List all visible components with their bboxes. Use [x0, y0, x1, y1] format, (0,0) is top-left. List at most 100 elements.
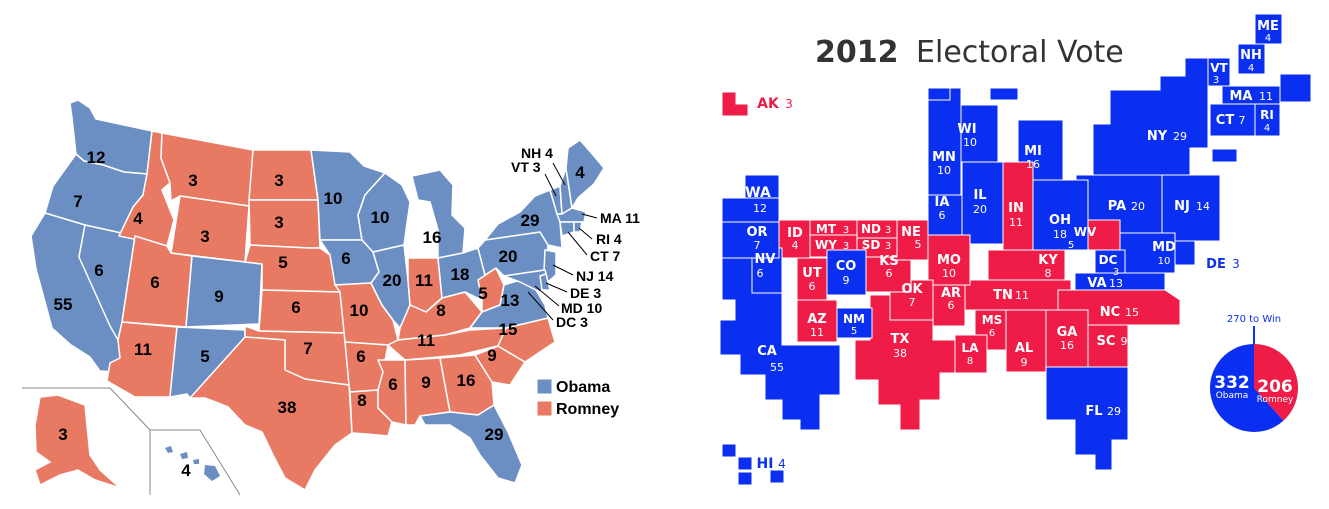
- cart-label-co: CO: [836, 259, 857, 274]
- legend-swatch-romney: [536, 400, 553, 417]
- cart-label-wa: WA: [745, 185, 771, 201]
- alaska-inset-border: [22, 387, 151, 495]
- cart-label-fl: FL: [1085, 404, 1102, 419]
- block-in: [1002, 161, 1034, 265]
- cart-label-ks: KS: [879, 254, 898, 269]
- label-mt: 3: [188, 171, 197, 190]
- pie-slice-romney: [1254, 344, 1298, 421]
- inset-frames: [22, 387, 241, 496]
- cart-label-vt: VT: [1210, 61, 1228, 75]
- label-ar: 6: [356, 347, 365, 366]
- obama-total-label: Obama: [1216, 391, 1249, 401]
- block-wa: [721, 197, 780, 223]
- cart-label-ar: AR: [941, 286, 961, 301]
- cart-value-wv: 5: [1068, 240, 1074, 251]
- callout-vt: VT 3: [511, 159, 541, 175]
- block-id: [778, 219, 811, 259]
- block-tn: [962, 279, 1072, 311]
- cart-label-nd: ND: [861, 222, 881, 236]
- label-wi: 10: [371, 208, 390, 227]
- label-wa: 12: [87, 148, 106, 167]
- label-mi: 16: [423, 228, 442, 247]
- label-oh: 18: [451, 265, 470, 284]
- state-mt: [160, 132, 254, 207]
- callout-leader-lines: [527, 162, 598, 321]
- callout-ma: MA 11: [600, 210, 640, 226]
- block-ny: [1092, 57, 1209, 176]
- state-tx: [189, 336, 353, 491]
- cart-label-nj: NJ: [1174, 199, 1190, 214]
- label-nm: 5: [200, 347, 209, 366]
- label-wy: 3: [200, 227, 209, 246]
- cart-label-md: MD: [1152, 240, 1176, 255]
- block-ky: [987, 249, 1066, 281]
- label-pa: 20: [499, 247, 518, 266]
- label-al: 9: [421, 373, 430, 392]
- cart-value-nd: 3: [885, 225, 891, 236]
- cart-value-mn: 10: [937, 164, 951, 177]
- state-de: [539, 273, 551, 291]
- cart-value-az: 11: [810, 326, 824, 339]
- cart-value-pa: 20: [1131, 200, 1145, 213]
- cart-value-me: 4: [1265, 33, 1271, 44]
- cart-label-ak: AK: [757, 96, 780, 112]
- callout-md: MD 10: [561, 300, 602, 316]
- cart-label-tn: TN: [993, 288, 1013, 303]
- cart-value-al: 9: [1021, 356, 1028, 369]
- cart-label-al: AL: [1015, 341, 1033, 356]
- callout-nj: NJ 14: [576, 268, 614, 284]
- label-ny: 29: [521, 211, 540, 230]
- electoral-cartogram: 2012 Electoral Vote: [719, 13, 1312, 486]
- cart-label-ok: OK: [901, 282, 923, 297]
- label-fl: 29: [485, 425, 504, 444]
- state-il: [370, 244, 411, 329]
- block-wa-n: [744, 174, 780, 199]
- block-sc: [1087, 324, 1129, 368]
- cart-value-ma: 11: [1259, 90, 1273, 103]
- callout-dc: DC 3: [556, 314, 588, 330]
- block-mn-top: [927, 87, 951, 101]
- state-me: [565, 139, 605, 209]
- cart-label-nv: NV: [755, 252, 776, 267]
- legend-label-romney: Romney: [556, 401, 619, 418]
- cart-value-nj: 14: [1196, 200, 1210, 213]
- cart-value-ca: 55: [770, 361, 784, 374]
- cart-value-wi: 10: [963, 136, 977, 149]
- label-mo: 10: [350, 301, 369, 320]
- cart-value-mi: 16: [1026, 158, 1040, 171]
- block-co: [826, 249, 867, 296]
- state-fl: [419, 404, 523, 484]
- block-hi-a: [721, 443, 737, 458]
- label-tx: 38: [278, 398, 297, 417]
- cartogram-title: 2012 Electoral Vote: [815, 35, 1124, 70]
- block-ca: [719, 257, 841, 431]
- cart-label-ct: CT: [1216, 113, 1235, 128]
- romney-total-label: Romney: [1257, 395, 1294, 405]
- cart-value-wy: 3: [843, 241, 849, 252]
- block-hi-b: [737, 456, 753, 471]
- cart-value-nh: 4: [1248, 63, 1254, 74]
- state-sd: [248, 199, 321, 249]
- block-ak: [721, 91, 749, 117]
- cart-value-la: 8: [967, 356, 973, 367]
- block-ct: [1209, 103, 1256, 137]
- label-ne: 5: [278, 253, 287, 272]
- cart-value-sc: 9: [1121, 335, 1128, 348]
- label-ky: 8: [436, 301, 445, 320]
- cart-label-dc: DC: [1099, 253, 1118, 267]
- label-in: 11: [415, 271, 433, 290]
- state-value-labels: 12 7 55 6 4 3 3 6 9 11 5 3 3 5 6 7 38 10…: [54, 148, 586, 480]
- cart-label-ia: IA: [935, 195, 950, 210]
- electoral-summary: 270 to Win 332 Obama 206 Romney: [1210, 314, 1298, 433]
- cart-label-me: ME: [1257, 19, 1279, 34]
- cart-value-wa: 12: [753, 202, 767, 215]
- hawaii-inset-border: [150, 429, 241, 496]
- cart-value-ms: 6: [989, 328, 995, 339]
- label-ak: 3: [58, 425, 67, 444]
- label-or: 7: [73, 192, 82, 211]
- cart-value-oh: 18: [1053, 228, 1067, 241]
- cart-value-ct: 7: [1239, 114, 1246, 127]
- block-mi: [1017, 119, 1064, 181]
- cart-label-ms: MS: [982, 313, 1003, 327]
- cart-value-nc: 15: [1125, 306, 1139, 319]
